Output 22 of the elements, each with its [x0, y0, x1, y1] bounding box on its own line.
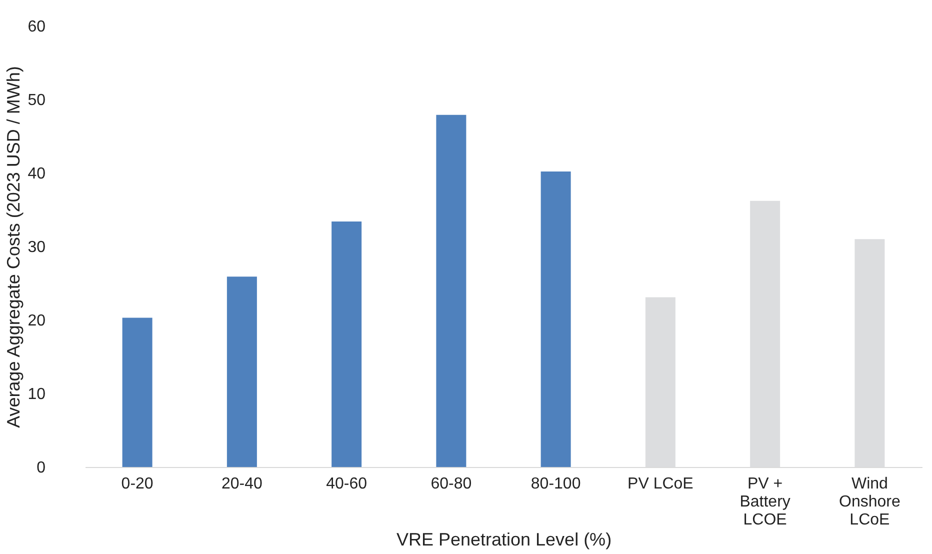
- y-tick-label: 10: [28, 386, 46, 403]
- x-tick-label: 80-100: [530, 476, 581, 492]
- y-tick-label: 40: [28, 166, 46, 182]
- bar: [226, 276, 257, 467]
- y-tick-label: 50: [28, 92, 46, 109]
- x-tick-label: 20-40: [221, 476, 262, 492]
- y-tick-label: 60: [28, 18, 46, 36]
- x-tick-label: PV LCoE: [628, 476, 694, 492]
- x-tick-label: 0-20: [121, 476, 154, 492]
- bar: [332, 222, 362, 467]
- x-tick-label: Wind Onshore LCoE: [839, 476, 900, 528]
- x-tick-label: 60-80: [430, 476, 472, 492]
- bar: [436, 114, 466, 467]
- x-axis-title: VRE Penetration Level (%): [396, 530, 612, 550]
- y-tick-label: 20: [28, 312, 46, 330]
- bar: [540, 172, 571, 467]
- x-tick-label: PV + Battery LCOE: [740, 476, 790, 528]
- x-tick-label: 40-60: [326, 476, 368, 492]
- bar: [122, 318, 152, 467]
- y-tick-label: 0: [36, 460, 46, 476]
- y-tick-label: 30: [28, 239, 46, 256]
- y-axis-title: Average Aggregate Costs (2023 USD / MWh): [4, 66, 24, 428]
